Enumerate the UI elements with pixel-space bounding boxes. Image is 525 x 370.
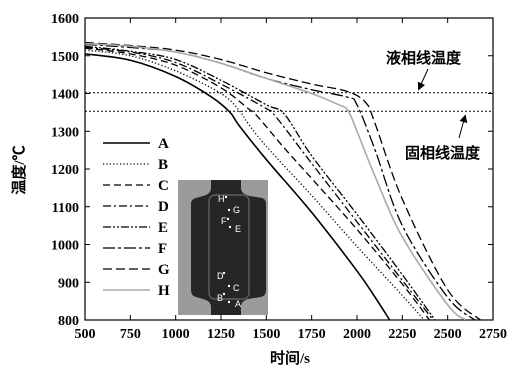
series-line-G bbox=[85, 41, 481, 320]
legend-item-E: E bbox=[103, 220, 168, 236]
solidus-arrow bbox=[458, 114, 468, 139]
legend-label-B: B bbox=[158, 157, 168, 173]
x-tick-label: 750 bbox=[120, 327, 141, 342]
y-tick-label: 1500 bbox=[51, 50, 79, 65]
y-tick-label: 1400 bbox=[51, 88, 79, 103]
liquidus-annotation: 液相线温度 bbox=[386, 49, 462, 67]
inset-casting-shape bbox=[191, 180, 266, 315]
legend-item-G: G bbox=[103, 262, 170, 278]
y-tick-label: 1200 bbox=[51, 163, 79, 178]
inset-point-label-G: G bbox=[233, 205, 240, 215]
liquidus-arrow bbox=[417, 68, 429, 91]
x-tick-label: 1750 bbox=[298, 327, 326, 342]
legend-label-A: A bbox=[158, 136, 169, 152]
inset-point-dot-H bbox=[224, 195, 228, 199]
series-line-B bbox=[85, 49, 425, 320]
x-tick-label: 1500 bbox=[252, 327, 280, 342]
inset-point-label-C: C bbox=[233, 283, 240, 293]
inset-point-label-D: D bbox=[217, 271, 224, 281]
x-tick-label: 2500 bbox=[434, 327, 462, 342]
x-tick-label: 500 bbox=[75, 327, 96, 342]
inset-point-label-F: F bbox=[221, 216, 227, 226]
inset-point-dot-E bbox=[228, 225, 232, 229]
x-tick-label: 2000 bbox=[343, 327, 371, 342]
legend-item-D: D bbox=[103, 199, 169, 215]
inset-point-dot-B bbox=[222, 292, 226, 296]
legend-item-H: H bbox=[103, 283, 170, 299]
inset-point-dot-D bbox=[222, 271, 226, 275]
legend-item-F: F bbox=[103, 241, 167, 257]
inset-inner-outline bbox=[208, 194, 250, 300]
inset-point-label-E: E bbox=[235, 224, 241, 234]
y-tick-label: 1600 bbox=[51, 12, 79, 27]
y-tick-label: 1100 bbox=[52, 201, 79, 216]
inset-point-dot-G bbox=[227, 208, 231, 212]
inset-point-label-A: A bbox=[235, 299, 241, 309]
series-line-C bbox=[85, 47, 431, 320]
inset-point-dot-F bbox=[226, 217, 230, 221]
y-tick-label: 1000 bbox=[51, 239, 79, 254]
series-line-A bbox=[85, 53, 391, 320]
legend-label-G: G bbox=[158, 262, 170, 278]
x-tick-label: 2750 bbox=[479, 327, 507, 342]
legend-item-B: B bbox=[103, 157, 168, 173]
series-line-H bbox=[85, 42, 467, 320]
inset-point-dot-C bbox=[227, 284, 231, 288]
x-tick-label: 1250 bbox=[207, 327, 235, 342]
x-tick-label: 1000 bbox=[162, 327, 190, 342]
legend-item-C: C bbox=[103, 178, 169, 194]
y-tick-label: 800 bbox=[58, 314, 79, 329]
x-axis-label: 时间/s bbox=[270, 349, 310, 367]
series-line-D bbox=[85, 46, 434, 320]
inset-point-label-H: H bbox=[218, 194, 225, 204]
plot-area: 500 750 1000 1250 1500 1750 2000 2250 2500 2750 80… bbox=[51, 12, 507, 342]
series-line-F bbox=[85, 43, 476, 320]
legend-label-C: C bbox=[158, 178, 169, 194]
legend-label-E: E bbox=[158, 220, 168, 236]
solidus-annotation: 固相线温度 bbox=[405, 144, 481, 162]
inset-point-dot-A bbox=[227, 300, 231, 304]
legend-label-H: H bbox=[158, 283, 170, 299]
series-line-E bbox=[85, 45, 436, 320]
y-tick-label: 1300 bbox=[51, 125, 79, 140]
x-tick-label: 2250 bbox=[388, 327, 416, 342]
legend-label-F: F bbox=[158, 241, 167, 257]
legend-item-A: A bbox=[103, 136, 169, 152]
inset-point-label-B: B bbox=[217, 293, 223, 303]
legend-label-D: D bbox=[158, 199, 169, 215]
y-tick-label: 900 bbox=[58, 276, 79, 291]
y-axis-label: 温度/℃ bbox=[10, 145, 28, 194]
series-group bbox=[85, 41, 481, 320]
